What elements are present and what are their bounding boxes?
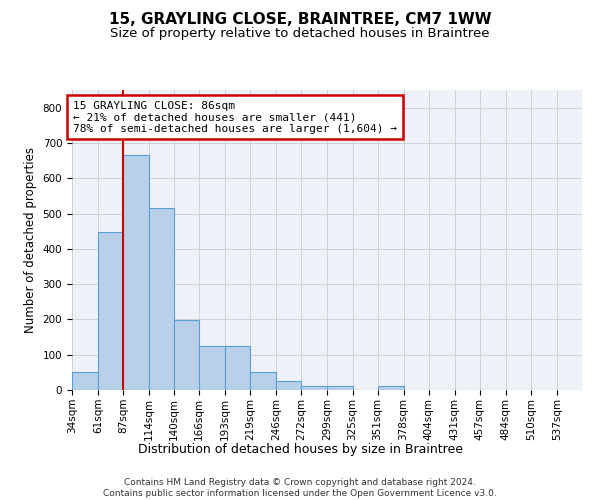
Bar bbox=[277, 381, 301, 390]
Y-axis label: Number of detached properties: Number of detached properties bbox=[24, 147, 37, 333]
Text: 15 GRAYLING CLOSE: 86sqm
← 21% of detached houses are smaller (441)
78% of semi-: 15 GRAYLING CLOSE: 86sqm ← 21% of detach… bbox=[73, 100, 397, 134]
Text: Contains HM Land Registry data © Crown copyright and database right 2024.
Contai: Contains HM Land Registry data © Crown c… bbox=[103, 478, 497, 498]
Bar bbox=[328, 386, 353, 390]
Bar bbox=[174, 320, 199, 390]
Bar bbox=[225, 346, 250, 390]
Bar bbox=[377, 386, 404, 390]
Bar bbox=[98, 232, 123, 390]
Bar bbox=[250, 372, 277, 390]
Bar bbox=[149, 208, 174, 390]
Text: Distribution of detached houses by size in Braintree: Distribution of detached houses by size … bbox=[137, 442, 463, 456]
Bar bbox=[72, 372, 98, 390]
Bar bbox=[123, 156, 149, 390]
Bar bbox=[301, 386, 328, 390]
Bar bbox=[199, 346, 225, 390]
Text: 15, GRAYLING CLOSE, BRAINTREE, CM7 1WW: 15, GRAYLING CLOSE, BRAINTREE, CM7 1WW bbox=[109, 12, 491, 28]
Text: Size of property relative to detached houses in Braintree: Size of property relative to detached ho… bbox=[110, 28, 490, 40]
